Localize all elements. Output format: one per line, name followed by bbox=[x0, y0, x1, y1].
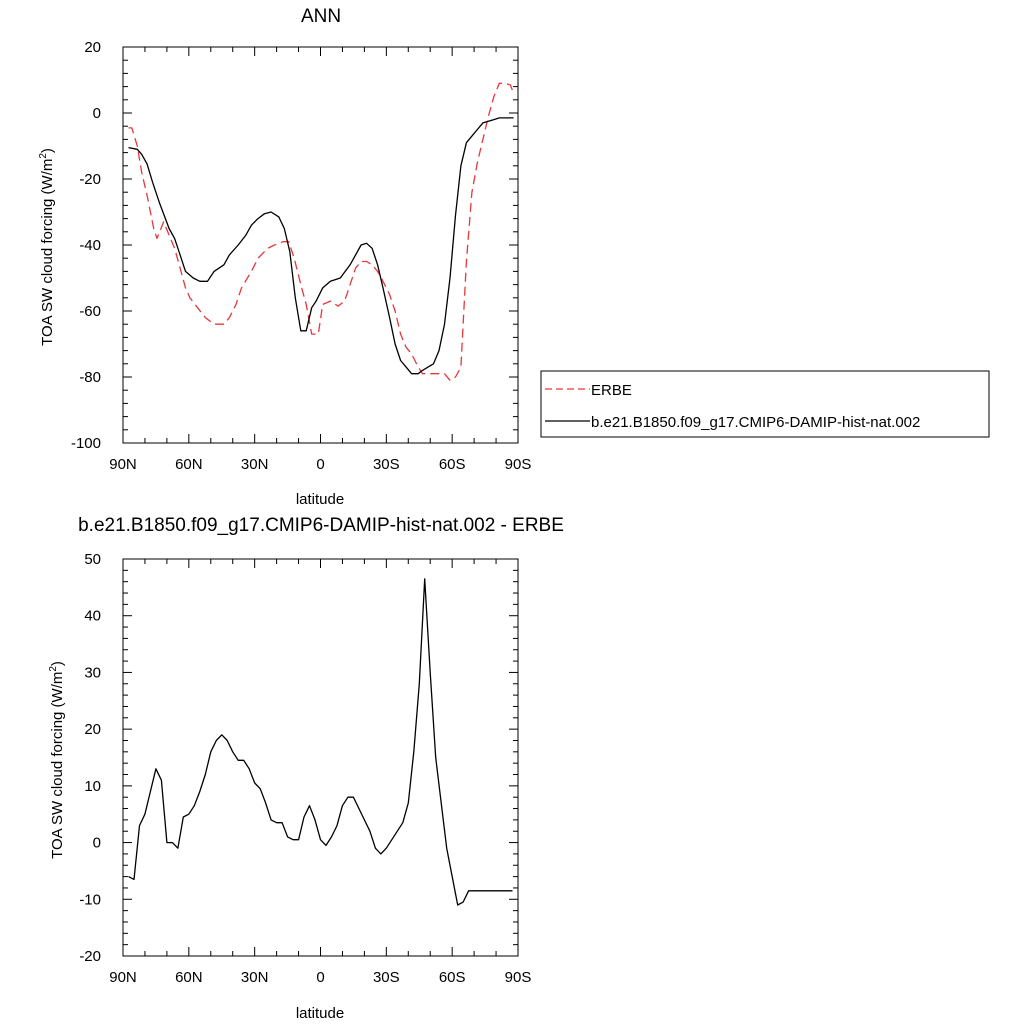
top-chart-title: ANN bbox=[301, 6, 341, 27]
y-axis-label-text: TOA SW cloud forcing (W/m bbox=[39, 159, 56, 346]
y-tick-label: 20 bbox=[84, 721, 101, 738]
legend-box bbox=[540, 370, 990, 438]
y-tick-label: -100 bbox=[71, 435, 101, 452]
x-tick-label: 0 bbox=[316, 456, 324, 473]
bottom-chart-ticks: 90N 60N 30N 0 30S 60S 90S -20 -10 0 10 20 30 40 50 bbox=[79, 551, 531, 986]
x-tick-label: 30S bbox=[373, 456, 400, 473]
bottom-chart-title: b.e21.B1850.f09_g17.CMIP6-DAMIP-hist-nat… bbox=[78, 515, 564, 536]
top-chart-frame bbox=[122, 46, 519, 444]
y-tick-label: 50 bbox=[84, 551, 101, 568]
bottom-chart-y-axis-label: TOA SW cloud forcing (W/m2) bbox=[48, 661, 66, 859]
y-tick-label: 10 bbox=[84, 778, 101, 795]
y-tick-label: -20 bbox=[79, 171, 101, 188]
x-tick-label: 90S bbox=[505, 456, 532, 473]
bottom-chart-frame bbox=[122, 558, 519, 957]
y-axis-label-close: ) bbox=[49, 661, 66, 666]
svg-text:TOA SW cloud forcing (W/m2): TOA SW cloud forcing (W/m2) bbox=[48, 661, 66, 859]
y-tick-label: 30 bbox=[84, 664, 101, 681]
top-chart-series bbox=[128, 82, 515, 381]
top-chart-x-axis-label: latitude bbox=[296, 491, 344, 508]
y-axis-label-superscript: 2 bbox=[38, 153, 49, 159]
y-axis-label-superscript: 2 bbox=[48, 666, 59, 672]
x-tick-label: 30N bbox=[241, 969, 269, 986]
x-tick-label: 60N bbox=[175, 969, 203, 986]
y-tick-label: 20 bbox=[84, 39, 101, 56]
x-tick-label: 30S bbox=[373, 969, 400, 986]
top-chart: ANN TOA SW cloud forcing (W/m2) latitude… bbox=[38, 6, 531, 508]
top-chart-y-axis-label: TOA SW cloud forcing (W/m2) bbox=[38, 148, 56, 346]
bottom-chart-x-axis-label: latitude bbox=[296, 1005, 344, 1022]
x-tick-label: 30N bbox=[241, 456, 269, 473]
x-tick-label: 0 bbox=[316, 969, 324, 986]
y-tick-label: 40 bbox=[84, 608, 101, 625]
x-tick-label: 90N bbox=[109, 969, 137, 986]
y-axis-label-text: TOA SW cloud forcing (W/m bbox=[49, 672, 66, 859]
series-line-difference bbox=[128, 578, 513, 906]
svg-text:TOA SW cloud forcing (W/m2): TOA SW cloud forcing (W/m2) bbox=[38, 148, 56, 346]
legend-label-model: b.e21.B1850.f09_g17.CMIP6-DAMIP-hist-nat… bbox=[591, 414, 920, 431]
x-tick-label: 90S bbox=[505, 969, 532, 986]
series-line-erbe bbox=[128, 82, 515, 381]
bottom-chart: b.e21.B1850.f09_g17.CMIP6-DAMIP-hist-nat… bbox=[48, 515, 564, 1022]
y-tick-label: -40 bbox=[79, 237, 101, 254]
series-line-model bbox=[128, 117, 514, 375]
y-axis-label-close: ) bbox=[39, 148, 56, 153]
top-chart-ticks: 90N 60N 30N 0 30S 60S 90S -100 -80 -60 -40 -20 0 20 bbox=[71, 39, 531, 473]
x-tick-label: 90N bbox=[109, 456, 137, 473]
bottom-chart-series bbox=[128, 578, 513, 906]
legend: ERBE b.e21.B1850.f09_g17.CMIP6-DAMIP-his… bbox=[540, 370, 990, 438]
x-tick-label: 60N bbox=[175, 456, 203, 473]
y-tick-label: -60 bbox=[79, 303, 101, 320]
x-tick-label: 60S bbox=[439, 456, 466, 473]
y-tick-label: -10 bbox=[79, 891, 101, 908]
legend-label-erbe: ERBE bbox=[591, 382, 632, 399]
y-tick-label: 0 bbox=[93, 835, 101, 852]
y-tick-label: 0 bbox=[93, 105, 101, 122]
x-tick-label: 60S bbox=[439, 969, 466, 986]
y-tick-label: -20 bbox=[79, 948, 101, 965]
y-tick-label: -80 bbox=[79, 369, 101, 386]
